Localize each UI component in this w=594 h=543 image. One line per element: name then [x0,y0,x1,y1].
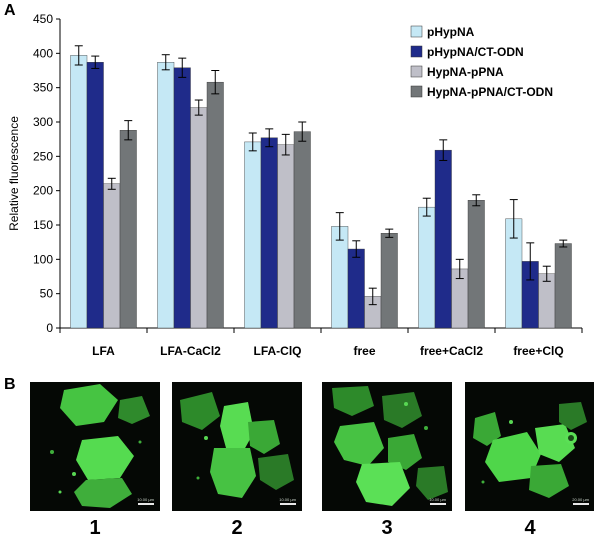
y-tick-label: 450 [33,12,53,26]
bar [103,183,121,329]
bar [190,107,208,329]
y-tick-label: 50 [40,287,54,301]
scale-label: 10.00 µm [137,497,154,502]
legend-swatch [410,65,423,78]
micrograph-2-label: 2 [231,517,243,539]
panel-b-label: B [4,376,16,393]
legend-swatch [410,45,423,58]
bar [293,131,311,329]
bar [434,149,452,329]
axis-layer [56,18,583,333]
x-tick-label: free [353,344,375,358]
micrograph-3-image [322,382,452,511]
error-bars-layer [74,45,568,306]
scale-label: 10.00 µm [279,497,296,502]
micrograph-1-image [30,382,160,511]
panel-a-label: A [4,2,16,19]
micrograph-3-label: 3 [381,517,393,539]
micrograph-2: 10.00 µm [172,382,302,511]
y-axis-label: Relative fluorescence [7,116,21,231]
y-tick-label: 250 [33,149,53,163]
x-tick-label: LFA-ClQ [254,344,302,358]
scale-label: 10.00 µm [429,497,446,502]
y-tick-label: 400 [33,46,53,60]
micrograph-1: 10.00 µm [30,382,160,511]
legend-swatch [410,25,423,38]
bar [86,62,104,329]
legend-label: HypNA-pPNA/CT-ODN [427,85,553,99]
y-tick-label: 150 [33,218,53,232]
scale-label: 20.00 µm [572,497,589,502]
micrograph-1-label: 1 [89,517,101,539]
y-tick-label: 350 [33,81,53,95]
micrograph-3: 10.00 µm [322,382,452,511]
micrograph-2-image [172,382,302,511]
legend-label: HypNA-pPNA [427,65,504,79]
micrograph-4-image [465,382,594,511]
scale-bar [138,503,154,505]
bar [119,130,137,329]
bar [347,248,365,329]
legend-swatch [410,85,423,98]
legend-label: pHypNA/CT-ODN [427,45,524,59]
bar [538,273,556,329]
bar [157,62,175,329]
x-tick-label: LFA [92,344,115,358]
legend: pHypNA pHypNA/CT-ODN HypNA-pPNA HypNA-pPNA/… [410,25,553,99]
x-tick-label: LFA-CaCl2 [160,344,221,358]
bar [70,55,88,329]
bar [173,67,191,329]
x-tick-label: free+CaCl2 [420,344,483,358]
scale-bar [430,503,446,505]
bar [554,243,572,329]
y-tick-label: 100 [33,252,53,266]
bar [244,141,262,329]
bar-chart: 0 50 100 150 200 250 300 350 400 450 Relative fluo… [7,12,583,358]
y-tick-label: 300 [33,115,53,129]
micrograph-4: 20.00 µm [465,382,594,511]
bar [418,206,436,329]
bar [260,137,278,329]
legend-label: pHypNA [427,25,475,39]
bar [277,144,295,329]
bar [380,233,398,329]
y-tick-label: 0 [46,321,53,335]
bar [331,226,349,329]
x-tick-label: free+ClQ [513,344,563,358]
scale-bar [573,503,589,505]
scale-bar [280,503,296,505]
bar [206,81,224,329]
bar [467,200,485,329]
bars-layer [70,55,572,329]
micrograph-4-label: 4 [524,517,536,539]
y-tick-label: 200 [33,184,53,198]
labels-layer: 0 50 100 150 200 250 300 350 400 450 Relative fluo… [7,12,564,358]
